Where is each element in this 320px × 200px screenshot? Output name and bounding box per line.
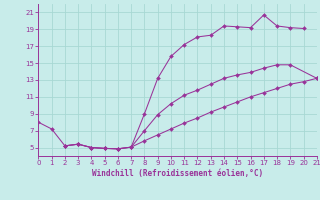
X-axis label: Windchill (Refroidissement éolien,°C): Windchill (Refroidissement éolien,°C) (92, 169, 263, 178)
